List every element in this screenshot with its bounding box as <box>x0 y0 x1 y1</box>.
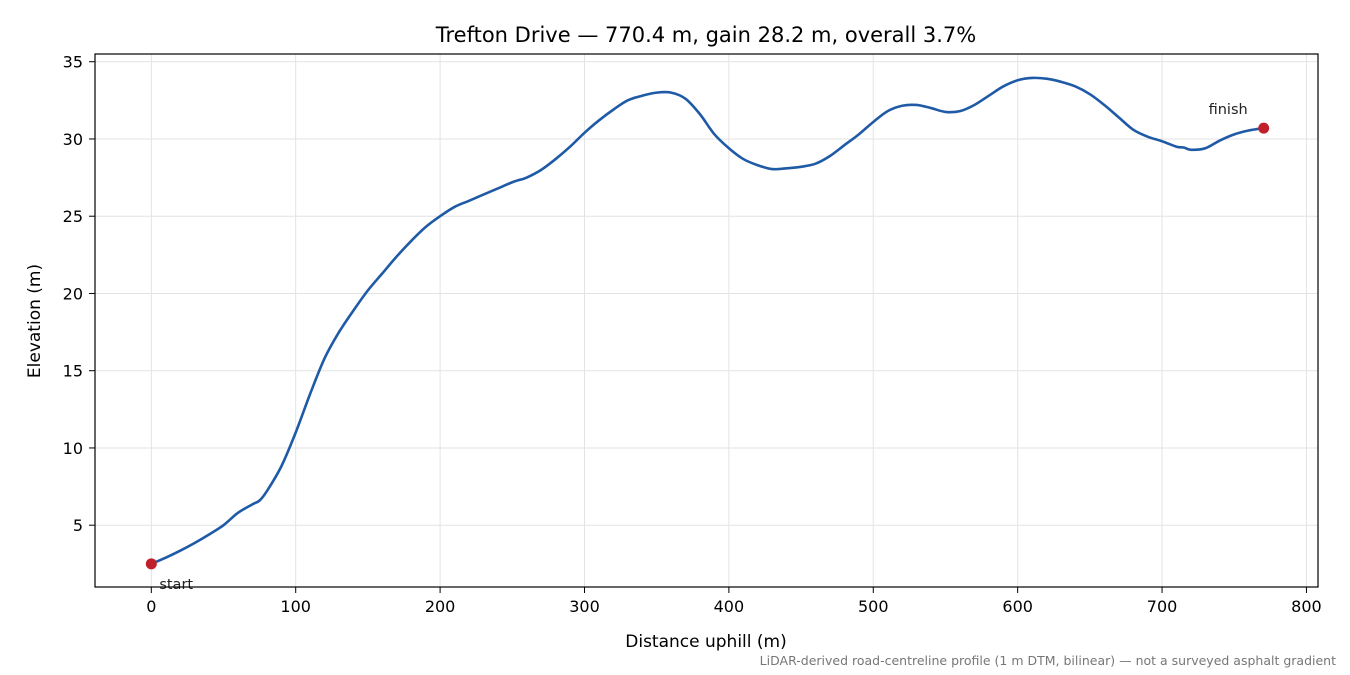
x-tick-label: 0 <box>146 597 156 616</box>
finish-marker <box>1258 122 1270 134</box>
finish-label: finish <box>1209 102 1248 118</box>
x-tick-label: 700 <box>1147 597 1178 616</box>
series-layer <box>150 76 1266 566</box>
y-tick-label: 25 <box>63 207 83 226</box>
y-axis-title: Elevation (m) <box>25 264 45 378</box>
x-axis-title: Distance uphill (m) <box>625 632 786 652</box>
x-tick-label: 300 <box>569 597 600 616</box>
x-tick-label: 500 <box>858 597 889 616</box>
x-tick-label: 800 <box>1291 597 1322 616</box>
y-tick-label: 5 <box>73 516 83 535</box>
footnote: LiDAR-derived road-centreline profile (1… <box>760 653 1336 668</box>
marker-layer: start finish <box>145 102 1270 593</box>
y-tick-label: 20 <box>63 284 83 303</box>
ticks: 0 100 200 300 400 500 600 700 800 5 10 15 20 25 30 35 <box>63 53 1322 616</box>
x-tick-label: 200 <box>425 597 456 616</box>
x-tick-label: 100 <box>280 597 311 616</box>
grid <box>95 54 1318 587</box>
chart-title: Trefton Drive — 770.4 m, gain 28.2 m, ov… <box>435 23 977 47</box>
start-label: start <box>159 577 193 593</box>
elevation-line <box>150 76 1266 566</box>
y-tick-label: 35 <box>63 53 83 72</box>
y-tick-label: 30 <box>63 130 83 149</box>
y-tick-label: 10 <box>63 439 83 458</box>
x-tick-label: 400 <box>714 597 745 616</box>
plot-frame <box>94 53 1319 588</box>
x-tick-label: 600 <box>1002 597 1033 616</box>
y-tick-label: 15 <box>63 362 83 381</box>
start-marker <box>145 558 157 570</box>
